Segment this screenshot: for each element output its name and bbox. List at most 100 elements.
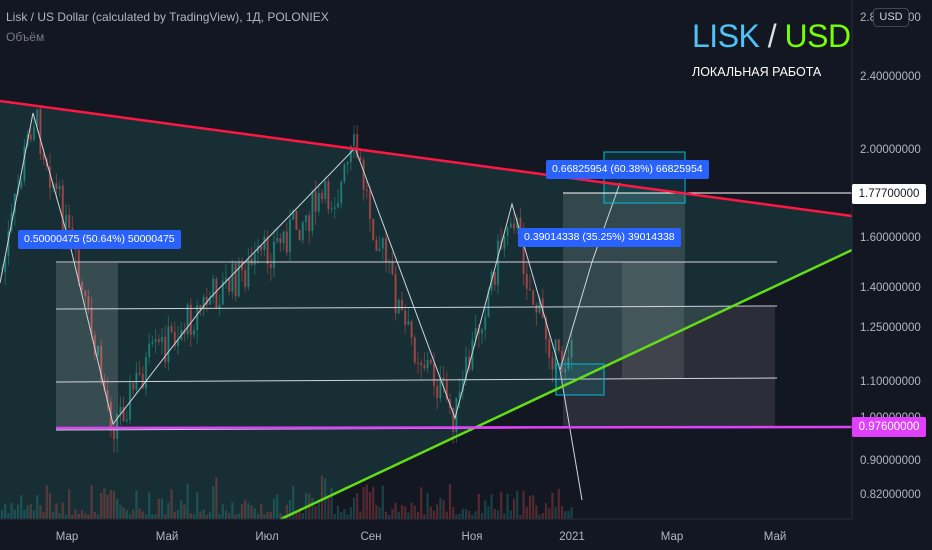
candle-body	[221, 280, 224, 305]
candle-body	[224, 277, 228, 281]
volume-bar	[256, 513, 260, 519]
volume-bar	[64, 514, 68, 519]
range-box-right-upper	[563, 193, 685, 307]
volume-bar	[84, 513, 87, 519]
candle-body	[228, 277, 231, 292]
candle-body	[288, 219, 292, 253]
candle-body	[317, 192, 320, 212]
candle-body	[442, 377, 445, 381]
candles-layer	[0, 105, 573, 453]
volume-bar	[333, 513, 336, 519]
volume-bar	[212, 486, 215, 519]
volume-bar	[519, 514, 522, 519]
volume-bar	[551, 492, 554, 519]
candle-body	[570, 340, 573, 358]
volume-bar	[468, 510, 471, 519]
candle-body	[557, 339, 560, 351]
time-tick-label: 2021	[559, 531, 585, 543]
volume-bar	[397, 511, 400, 519]
candle-body	[320, 192, 324, 200]
volume-bar	[221, 504, 224, 519]
candle-body	[170, 326, 173, 332]
candle-body	[112, 430, 116, 439]
currency-button[interactable]: USD	[873, 8, 909, 27]
price-axis[interactable]: 2.800000002.400000002.000000001.60000000…	[860, 12, 921, 501]
measure-tag-middle[interactable]: 0.39014338 (35.25%) 39014338	[518, 228, 681, 247]
volume-bar	[375, 505, 378, 519]
volume-bar	[474, 511, 477, 519]
volume-bar	[378, 507, 381, 519]
candle-body	[400, 300, 404, 311]
symbol-title[interactable]: Lisk / US Dollar (calculated by TradingV…	[6, 10, 329, 24]
candle-body	[381, 238, 384, 249]
measure-tag-top[interactable]: 0.66825954 (60.38%) 66825954	[546, 160, 709, 179]
candle-body	[298, 229, 301, 241]
pair-quote: USD	[784, 18, 852, 54]
candle-body	[336, 202, 340, 208]
volume-bar	[39, 505, 42, 519]
volume-bar	[0, 510, 4, 519]
candle-body	[196, 305, 199, 331]
volume-bar	[506, 493, 509, 519]
volume-bar	[138, 508, 141, 519]
candle-body	[394, 274, 397, 314]
candle-body	[36, 109, 39, 127]
volume-indicator-label[interactable]: Объём	[6, 30, 45, 44]
volume-bar	[13, 509, 16, 519]
volume-bar	[266, 512, 269, 519]
candle-body	[295, 210, 298, 230]
ascending-trendline[interactable]	[280, 248, 853, 521]
volume-bar	[490, 494, 493, 519]
volume-bar	[455, 514, 458, 519]
descending-trendline[interactable]	[0, 99, 853, 218]
candle-body	[314, 191, 317, 212]
time-tick-label: Май	[156, 531, 179, 543]
candle-body	[39, 109, 42, 155]
candle-body	[244, 270, 247, 287]
volume-bar	[186, 483, 189, 519]
volume-bar	[372, 486, 375, 519]
volume-bar	[119, 504, 122, 519]
candle-body	[272, 241, 276, 268]
candle-body	[148, 343, 151, 357]
candle-body	[260, 245, 263, 251]
candle-body	[349, 146, 352, 163]
measure-tag-left[interactable]: 0.50000475 (50.64%) 50000475	[18, 230, 181, 249]
volume-bar	[244, 499, 247, 519]
candle-body	[346, 162, 349, 165]
volume-bar	[410, 502, 413, 519]
volume-bar	[365, 484, 368, 519]
candle-body	[106, 389, 109, 402]
volume-bar	[448, 483, 452, 519]
volume-bar	[10, 502, 13, 519]
volume-bar	[7, 513, 10, 519]
volume-bar	[423, 514, 426, 519]
time-tick-label: Ноя	[462, 531, 483, 543]
volume-bar	[240, 504, 244, 519]
time-tick-label: Сен	[360, 531, 381, 543]
volume-bar	[61, 502, 64, 519]
volume-bar	[183, 504, 186, 519]
volume-bar	[215, 477, 218, 519]
volume-bar	[461, 508, 464, 519]
candle-body	[410, 321, 413, 338]
price-tick-label: 1.60000000	[860, 232, 921, 244]
candle-body	[61, 185, 64, 238]
candle-body	[23, 146, 26, 181]
candle-body	[42, 154, 45, 160]
volume-bar	[356, 493, 359, 519]
candle-body	[141, 373, 144, 389]
volume-bar	[452, 507, 455, 519]
candle-body	[416, 362, 420, 364]
volume-bar	[484, 500, 487, 519]
support-level-line[interactable]	[55, 425, 853, 430]
price-tick-label: 1.40000000	[860, 282, 921, 294]
time-axis[interactable]: Мар Май Июл Сен Ноя 2021 Мар Май	[56, 531, 787, 543]
candle-body	[365, 189, 368, 191]
volume-bar	[77, 513, 80, 519]
volume-bar	[42, 512, 45, 519]
candle-body	[509, 223, 512, 228]
candle-body	[77, 249, 80, 283]
volume-bar	[135, 490, 138, 519]
